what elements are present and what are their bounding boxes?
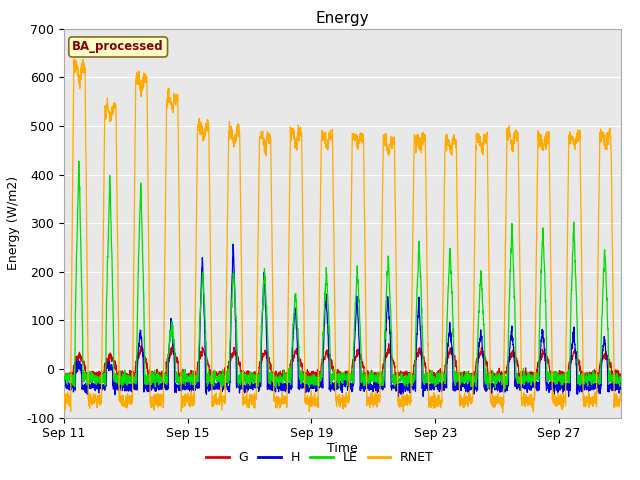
Text: BA_processed: BA_processed [72, 40, 164, 53]
Legend: G, H, LE, RNET: G, H, LE, RNET [201, 446, 439, 469]
X-axis label: Time: Time [327, 442, 358, 455]
Title: Energy: Energy [316, 11, 369, 26]
Y-axis label: Energy (W/m2): Energy (W/m2) [7, 176, 20, 270]
